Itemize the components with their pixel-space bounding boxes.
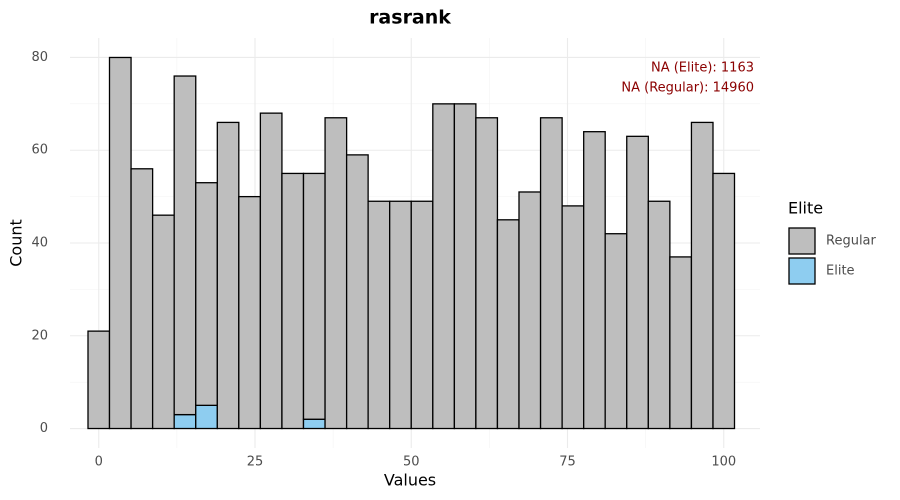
bar bbox=[302, 172, 326, 420]
y-tick-label: 80 bbox=[31, 50, 48, 65]
bar bbox=[195, 404, 218, 430]
bar bbox=[561, 205, 585, 430]
x-tick-label: 75 bbox=[559, 455, 576, 470]
bar bbox=[173, 413, 197, 430]
annotation: NA (Regular): 14960 bbox=[621, 81, 754, 96]
x-axis-label: Values bbox=[384, 471, 436, 490]
bar bbox=[496, 219, 520, 430]
y-tick-label: 60 bbox=[31, 143, 48, 158]
bar bbox=[453, 103, 477, 430]
bar bbox=[432, 103, 456, 430]
y-axis-label: Count bbox=[7, 219, 26, 267]
bar bbox=[690, 121, 714, 430]
bar bbox=[281, 172, 305, 430]
y-tick-label: 0 bbox=[40, 421, 48, 436]
bar bbox=[151, 214, 175, 430]
legend-title: Elite bbox=[788, 199, 823, 218]
y-tick-label: 20 bbox=[31, 328, 48, 343]
legend-swatch bbox=[788, 227, 816, 255]
bar bbox=[367, 200, 391, 430]
bar bbox=[475, 117, 499, 430]
bar bbox=[173, 75, 197, 416]
bar bbox=[302, 418, 326, 430]
bar bbox=[518, 191, 542, 430]
bar bbox=[130, 168, 154, 430]
annotation: NA (Elite): 1163 bbox=[651, 61, 754, 76]
bar bbox=[604, 233, 628, 430]
bar bbox=[583, 131, 606, 430]
y-tick-label: 40 bbox=[31, 236, 48, 251]
bar bbox=[345, 154, 369, 430]
chart-title: rasrank bbox=[369, 7, 451, 29]
bar bbox=[195, 182, 218, 406]
bar bbox=[669, 256, 693, 430]
bar bbox=[324, 117, 348, 430]
bar bbox=[647, 200, 671, 430]
bar bbox=[87, 330, 111, 430]
x-tick-label: 25 bbox=[247, 455, 264, 470]
legend-label: Elite bbox=[826, 264, 855, 279]
bar bbox=[216, 121, 240, 430]
bar bbox=[410, 200, 434, 430]
bar bbox=[712, 172, 736, 430]
legend-swatch bbox=[788, 257, 816, 285]
bar bbox=[238, 195, 262, 430]
legend-label: Regular bbox=[826, 234, 877, 249]
x-tick-label: 0 bbox=[95, 455, 103, 470]
bar bbox=[108, 56, 132, 430]
bar bbox=[389, 200, 412, 430]
bar bbox=[259, 112, 283, 430]
x-tick-label: 50 bbox=[403, 455, 420, 470]
bar bbox=[539, 117, 563, 430]
bar bbox=[626, 135, 649, 430]
x-tick-label: 100 bbox=[711, 455, 736, 470]
